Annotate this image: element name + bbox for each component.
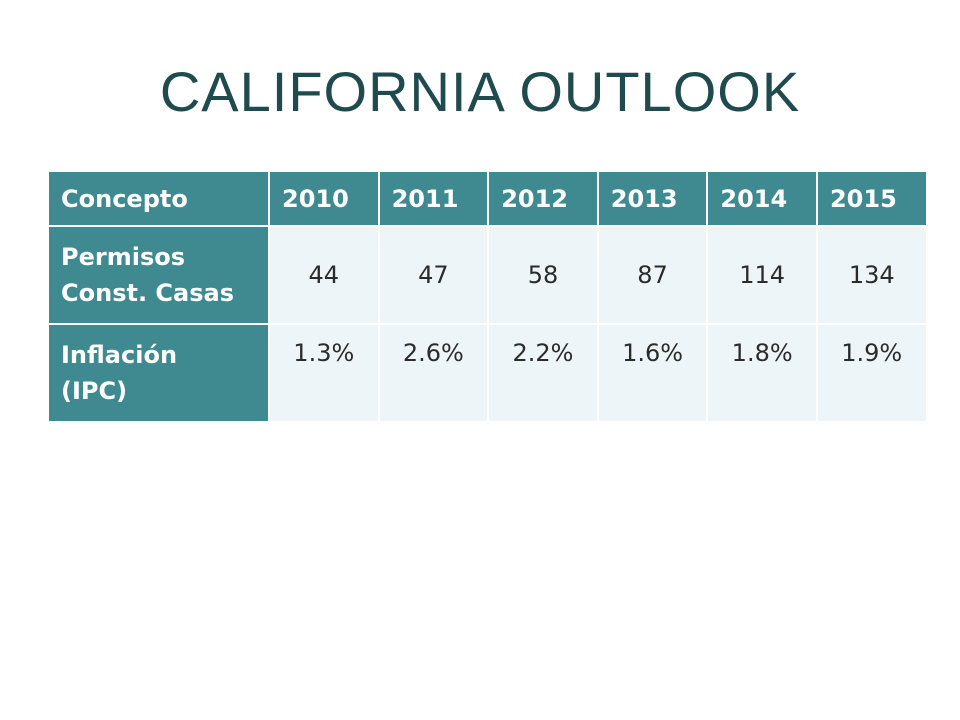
header-year: 2013: [596, 170, 709, 227]
table-cell: 87: [596, 225, 709, 325]
table-row-inflacion: Inflación (IPC) 1.3% 2.6% 2.2% 1.6% 1.8%…: [47, 323, 928, 423]
header-year: 2010: [268, 170, 380, 227]
header-year: 2012: [487, 170, 599, 227]
outlook-table: Concepto 2010 2011 2012 2013 2014 2015 P…: [47, 170, 928, 423]
row-label-line: Const. Casas: [61, 279, 234, 307]
table-cell: 1.6%: [596, 323, 709, 423]
table-cell: 1.9%: [815, 323, 928, 423]
table-cell: 114: [706, 225, 818, 325]
slide-title: CALIFORNIA OUTLOOK: [159, 60, 801, 123]
table-row-permisos: Permisos Const. Casas 44 47 58 87 114 13…: [47, 225, 928, 325]
table-cell: 58: [487, 225, 599, 325]
table-cell: 1.8%: [706, 323, 818, 423]
table-cell: 47: [377, 225, 490, 325]
table-cell: 44: [268, 225, 380, 325]
row-label-line: Permisos: [61, 243, 185, 271]
row-label-permisos: Permisos Const. Casas: [47, 225, 270, 325]
header-year: 2014: [706, 170, 818, 227]
row-label-line: Inflación: [61, 341, 178, 369]
table-cell: 1.3%: [268, 323, 380, 423]
header-concepto: Concepto: [47, 170, 270, 227]
row-label-line: (IPC): [61, 377, 128, 405]
table-cell: 2.2%: [487, 323, 599, 423]
table-cell: 134: [815, 225, 928, 325]
table-header-row: Concepto 2010 2011 2012 2013 2014 2015: [47, 170, 928, 227]
header-year: 2011: [377, 170, 490, 227]
row-label-inflacion: Inflación (IPC): [47, 323, 270, 423]
table-cell: 2.6%: [377, 323, 490, 423]
header-year: 2015: [815, 170, 928, 227]
